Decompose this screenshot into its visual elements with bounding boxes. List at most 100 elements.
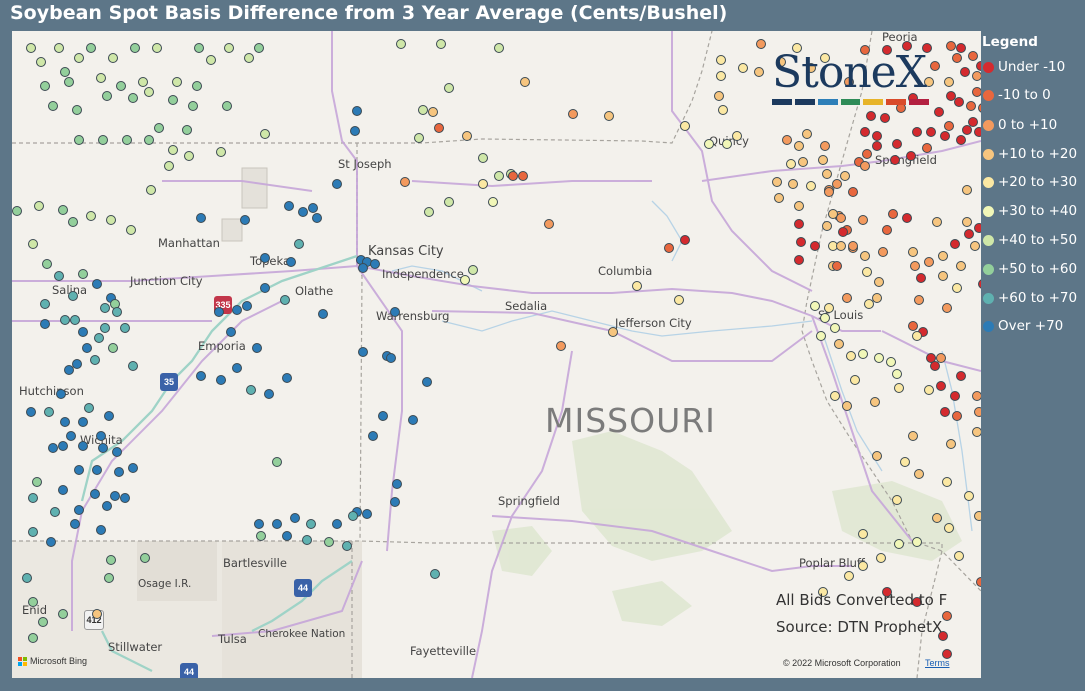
basis-marker[interactable] — [216, 375, 226, 385]
basis-marker[interactable] — [924, 257, 934, 267]
basis-marker[interactable] — [256, 531, 266, 541]
basis-marker[interactable] — [798, 157, 808, 167]
basis-marker[interactable] — [106, 555, 116, 565]
basis-marker[interactable] — [168, 95, 178, 105]
basis-marker[interactable] — [858, 349, 868, 359]
basis-marker[interactable] — [168, 145, 178, 155]
basis-marker[interactable] — [924, 77, 934, 87]
basis-marker[interactable] — [962, 125, 972, 135]
basis-marker[interactable] — [732, 131, 742, 141]
basis-marker[interactable] — [930, 361, 940, 371]
basis-marker[interactable] — [888, 209, 898, 219]
basis-marker[interactable] — [494, 171, 504, 181]
basis-marker[interactable] — [914, 295, 924, 305]
basis-marker[interactable] — [264, 389, 274, 399]
basis-marker[interactable] — [128, 361, 138, 371]
basis-marker[interactable] — [944, 121, 954, 131]
basis-marker[interactable] — [944, 523, 954, 533]
basis-marker[interactable] — [286, 257, 296, 267]
basis-marker[interactable] — [952, 283, 962, 293]
basis-marker[interactable] — [952, 53, 962, 63]
basis-marker[interactable] — [794, 219, 804, 229]
basis-marker[interactable] — [28, 527, 38, 537]
legend-item[interactable]: -10 to 0 — [983, 85, 1051, 105]
basis-marker[interactable] — [960, 67, 970, 77]
basis-marker[interactable] — [810, 301, 820, 311]
basis-marker[interactable] — [714, 91, 724, 101]
basis-marker[interactable] — [152, 43, 162, 53]
basis-marker[interactable] — [68, 291, 78, 301]
basis-marker[interactable] — [40, 299, 50, 309]
basis-marker[interactable] — [112, 307, 122, 317]
basis-marker[interactable] — [860, 161, 870, 171]
basis-marker[interactable] — [866, 111, 876, 121]
basis-marker[interactable] — [414, 133, 424, 143]
basis-marker[interactable] — [946, 91, 956, 101]
basis-marker[interactable] — [26, 407, 36, 417]
basis-marker[interactable] — [840, 171, 850, 181]
basis-marker[interactable] — [846, 351, 856, 361]
terms-link[interactable]: Terms — [925, 658, 950, 668]
basis-marker[interactable] — [890, 155, 900, 165]
basis-marker[interactable] — [886, 357, 896, 367]
basis-marker[interactable] — [860, 127, 870, 137]
basis-marker[interactable] — [72, 359, 82, 369]
basis-marker[interactable] — [788, 179, 798, 189]
basis-marker[interactable] — [848, 241, 858, 251]
legend-item[interactable]: +30 to +40 — [983, 201, 1077, 221]
basis-marker[interactable] — [194, 43, 204, 53]
basis-marker[interactable] — [84, 403, 94, 413]
basis-marker[interactable] — [74, 465, 84, 475]
basis-marker[interactable] — [436, 39, 446, 49]
basis-marker[interactable] — [776, 57, 786, 67]
basis-marker[interactable] — [280, 295, 290, 305]
basis-marker[interactable] — [674, 295, 684, 305]
basis-marker[interactable] — [830, 323, 840, 333]
basis-marker[interactable] — [116, 81, 126, 91]
basis-marker[interactable] — [836, 213, 846, 223]
basis-marker[interactable] — [972, 391, 981, 401]
basis-marker[interactable] — [844, 571, 854, 581]
basis-marker[interactable] — [962, 185, 972, 195]
basis-marker[interactable] — [232, 305, 242, 315]
basis-marker[interactable] — [66, 431, 76, 441]
basis-marker[interactable] — [128, 93, 138, 103]
basis-marker[interactable] — [878, 247, 888, 257]
basis-marker[interactable] — [358, 263, 368, 273]
basis-marker[interactable] — [756, 39, 766, 49]
basis-marker[interactable] — [192, 81, 202, 91]
basis-marker[interactable] — [90, 355, 100, 365]
basis-marker[interactable] — [950, 391, 960, 401]
basis-marker[interactable] — [722, 139, 732, 149]
basis-marker[interactable] — [916, 273, 926, 283]
basis-marker[interactable] — [32, 477, 42, 487]
basis-marker[interactable] — [820, 53, 830, 63]
basis-marker[interactable] — [352, 106, 362, 116]
basis-marker[interactable] — [830, 391, 840, 401]
basis-marker[interactable] — [58, 205, 68, 215]
basis-marker[interactable] — [128, 463, 138, 473]
basis-marker[interactable] — [786, 159, 796, 169]
basis-marker[interactable] — [58, 441, 68, 451]
basis-marker[interactable] — [822, 221, 832, 231]
basis-marker[interactable] — [842, 293, 852, 303]
basis-marker[interactable] — [922, 143, 932, 153]
basis-marker[interactable] — [966, 101, 976, 111]
basis-marker[interactable] — [50, 507, 60, 517]
basis-marker[interactable] — [922, 43, 932, 53]
basis-marker[interactable] — [974, 223, 981, 233]
basis-marker[interactable] — [912, 127, 922, 137]
basis-marker[interactable] — [842, 401, 852, 411]
basis-marker[interactable] — [272, 519, 282, 529]
basis-marker[interactable] — [98, 135, 108, 145]
basis-marker[interactable] — [858, 529, 868, 539]
basis-marker[interactable] — [102, 501, 112, 511]
basis-marker[interactable] — [418, 105, 428, 115]
basis-marker[interactable] — [60, 315, 70, 325]
basis-marker[interactable] — [858, 215, 868, 225]
basis-marker[interactable] — [390, 497, 400, 507]
basis-marker[interactable] — [478, 179, 488, 189]
basis-marker[interactable] — [422, 377, 432, 387]
basis-marker[interactable] — [508, 171, 518, 181]
basis-marker[interactable] — [802, 129, 812, 139]
